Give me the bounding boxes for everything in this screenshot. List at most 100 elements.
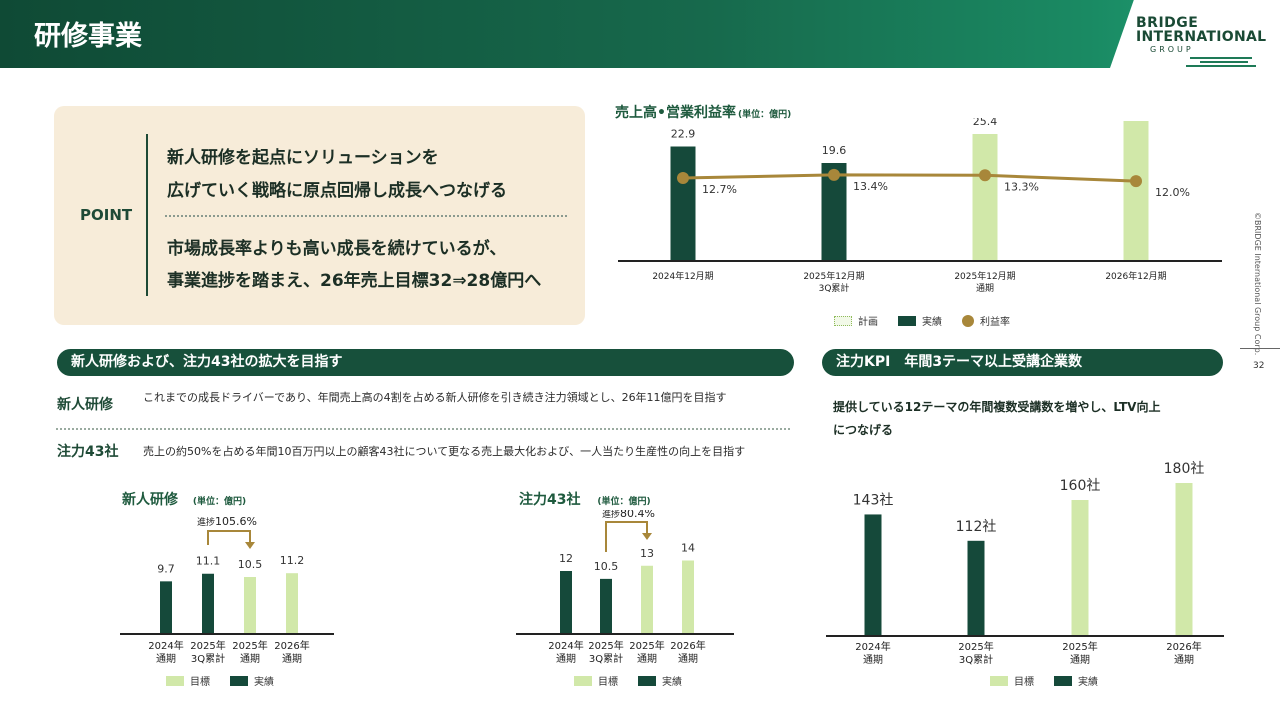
bar-value-label: 25.4: [973, 118, 998, 128]
x-tick-label: 通期: [156, 653, 176, 665]
bar: [560, 571, 572, 634]
bar-value-label: 112社: [956, 519, 997, 535]
margin-point: [677, 172, 689, 184]
bar: [967, 540, 985, 636]
sales-chart-unit: (単位：億円): [737, 110, 792, 120]
legend-actual-label: 実績: [254, 677, 274, 688]
margin-value-label: 13.4%: [853, 180, 888, 193]
bar: [160, 581, 172, 634]
row-text-new-hire: これまでの成長ドライバーであり、年間売上高の4割を占める新人研修を引き続き注力領…: [143, 391, 727, 404]
legend-actual-swatch: [638, 675, 656, 686]
margin-point: [1130, 175, 1142, 188]
legend-item-plan: 計画: [834, 313, 878, 328]
point-label: POINT: [80, 206, 133, 224]
new-hire-chart-title-text: 新人研修: [122, 492, 178, 508]
progress-bracket: [207, 530, 251, 545]
bar: [682, 560, 694, 634]
point-divider: [146, 134, 148, 296]
bar: [1175, 483, 1193, 636]
legend-actual-swatch: [898, 315, 916, 326]
sales-chart-legend: 計画 実績 利益率: [834, 313, 1030, 328]
legend-margin-swatch: [962, 314, 974, 327]
legend-target-label: 目標: [1014, 677, 1034, 688]
new-hire-chart-unit: (単位：億円): [192, 497, 247, 507]
x-tick-label: 通期: [240, 653, 260, 665]
bar-value-label: 10.5: [594, 560, 619, 573]
bar-value-label: 14: [681, 542, 695, 555]
bar-value-label: 160社: [1060, 478, 1101, 494]
logo-text-bridge: BRIDGE: [1136, 15, 1199, 31]
page-number: 32: [1253, 361, 1265, 371]
bar: [202, 573, 214, 634]
bar-value-label: 11.2: [280, 554, 305, 567]
row-dotted-divider: [56, 428, 790, 430]
x-tick-label: 通期: [1174, 654, 1194, 666]
x-tick-label: 2025年: [958, 640, 993, 653]
legend-actual-label: 実績: [1078, 677, 1098, 688]
bar-value-label: 19.6: [822, 144, 847, 157]
progress-arrow-icon: [642, 533, 652, 540]
new-hire-chart-title: 新人研修 (単位：億円): [122, 489, 246, 509]
x-tick-label: 3Q累計: [191, 652, 225, 665]
x-tick-label: 2025年: [588, 639, 623, 652]
x-tick-label: 通期: [556, 653, 576, 665]
legend-actual-label: 実績: [662, 677, 682, 688]
legend-plan-swatch: [834, 315, 852, 326]
sales-chart-title-text: 売上高•営業利益率: [615, 105, 736, 121]
progress-arrow-icon: [245, 542, 255, 549]
row-label-new-hire: 新人研修: [57, 397, 113, 413]
page-title: 研修事業: [34, 21, 142, 52]
new-hire-chart: 9.72024年通期11.12025年3Q累計10.52025年通期11.220…: [120, 515, 334, 665]
page-number-rule: [1240, 348, 1280, 349]
legend-item-target: 目標: [166, 673, 210, 688]
bar: [286, 573, 298, 634]
bar: [972, 134, 998, 261]
bar: [864, 514, 882, 636]
x-tick-label: 2024年: [855, 640, 890, 653]
legend-actual-swatch: [230, 675, 248, 686]
logo-background: [1110, 0, 1280, 68]
legend-target-swatch: [166, 675, 184, 686]
bar: [670, 146, 696, 261]
x-tick-label: 2025年12月期: [803, 270, 864, 282]
kpi-description-line-2: につなげる: [833, 423, 894, 437]
bar: [1071, 500, 1089, 636]
left-section-banner: 新人研修および、注力43社の拡大を目指す: [57, 349, 794, 376]
legend-item-target: 目標: [574, 673, 618, 688]
focus43-chart-unit: (単位：億円): [597, 497, 651, 507]
x-tick-label: 3Q累計: [819, 282, 850, 294]
x-tick-label: 2026年12月期: [1105, 270, 1166, 282]
x-tick-label: 通期: [678, 653, 698, 665]
bar-value-label: 9.7: [157, 562, 175, 575]
x-tick-label: 2024年12月期: [652, 270, 713, 282]
x-tick-label: 3Q累計: [589, 652, 623, 665]
point-line-1: 新人研修を起点にソリューションを: [167, 148, 439, 168]
bar-value-label: 12: [559, 552, 573, 565]
legend-actual-swatch: [1054, 675, 1072, 686]
point-dotted-divider: [165, 215, 567, 217]
legend-target-label: 目標: [190, 677, 210, 688]
x-tick-label: 通期: [863, 654, 883, 666]
legend-item-actual: 実績: [1054, 673, 1098, 688]
x-tick-label: 2024年: [548, 639, 583, 652]
right-section-banner: 注力KPI 年間3テーマ以上受講企業数: [822, 349, 1223, 376]
bar: [641, 565, 653, 634]
sales-chart: 22.92024年12月期19.62025年12月期3Q累計25.42025年1…: [618, 118, 1222, 294]
logo-text-international: INTERNATIONAL: [1136, 29, 1267, 45]
progress-label: 進捗80.4%: [602, 510, 655, 520]
kpi-chart-legend: 目標 実績: [990, 673, 1118, 688]
x-tick-label: 2025年: [232, 639, 267, 652]
row-label-focus43: 注力43社: [57, 444, 119, 460]
legend-target-swatch: [990, 675, 1008, 686]
bar: [244, 577, 256, 634]
margin-value-label: 12.0%: [1155, 186, 1190, 199]
point-line-3: 市場成長率よりも高い成長を続けているが、: [167, 239, 507, 259]
focus43-chart-title-text: 注力43社: [519, 492, 581, 508]
new-hire-chart-legend: 目標 実績: [166, 673, 294, 688]
legend-item-margin: 利益率: [962, 313, 1010, 328]
bar: [600, 578, 612, 634]
legend-target-swatch: [574, 675, 592, 686]
x-tick-label: 通期: [1070, 654, 1090, 666]
x-tick-label: 2025年12月期: [954, 270, 1015, 282]
x-tick-label: 2026年: [274, 639, 309, 652]
